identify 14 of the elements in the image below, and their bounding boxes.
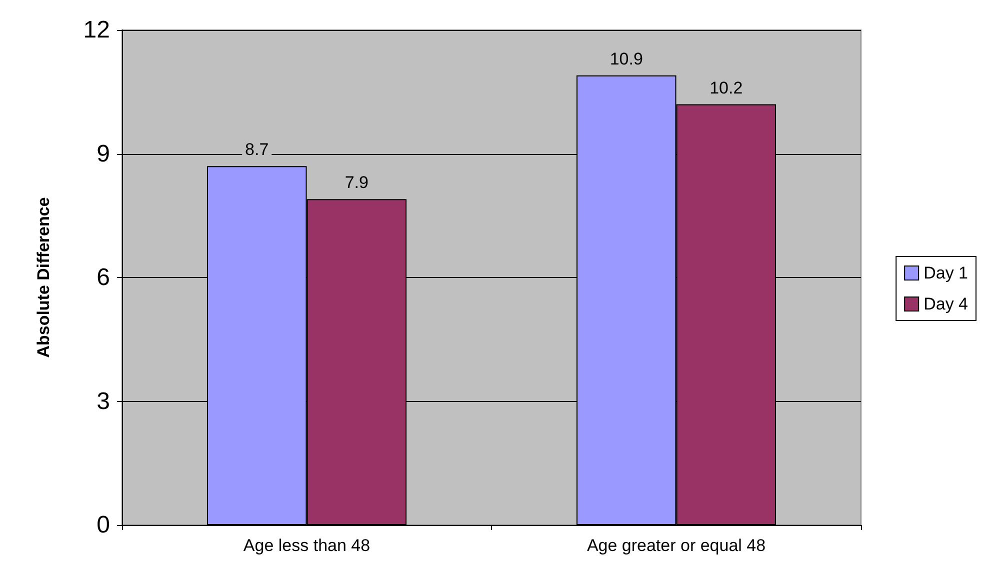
data-label: 10.9 [610, 49, 643, 68]
data-label: 7.9 [344, 173, 368, 192]
y-axis-title: Absolute Difference [34, 197, 53, 358]
y-tick-label: 0 [96, 512, 110, 538]
x-tick-label: Age greater or equal 48 [586, 536, 766, 555]
legend-label: Day 1 [924, 264, 968, 282]
y-tick-label: 12 [83, 16, 110, 44]
y-tick-label: 9 [96, 140, 110, 168]
data-label: 8.7 [245, 140, 269, 160]
y-tick-label: 3 [96, 388, 110, 415]
legend-label: Day 4 [924, 294, 968, 314]
data-label: 10.2 [710, 78, 743, 98]
y-tick-label: 6 [96, 264, 110, 291]
x-tick-label: Age less than 48 [243, 536, 370, 555]
